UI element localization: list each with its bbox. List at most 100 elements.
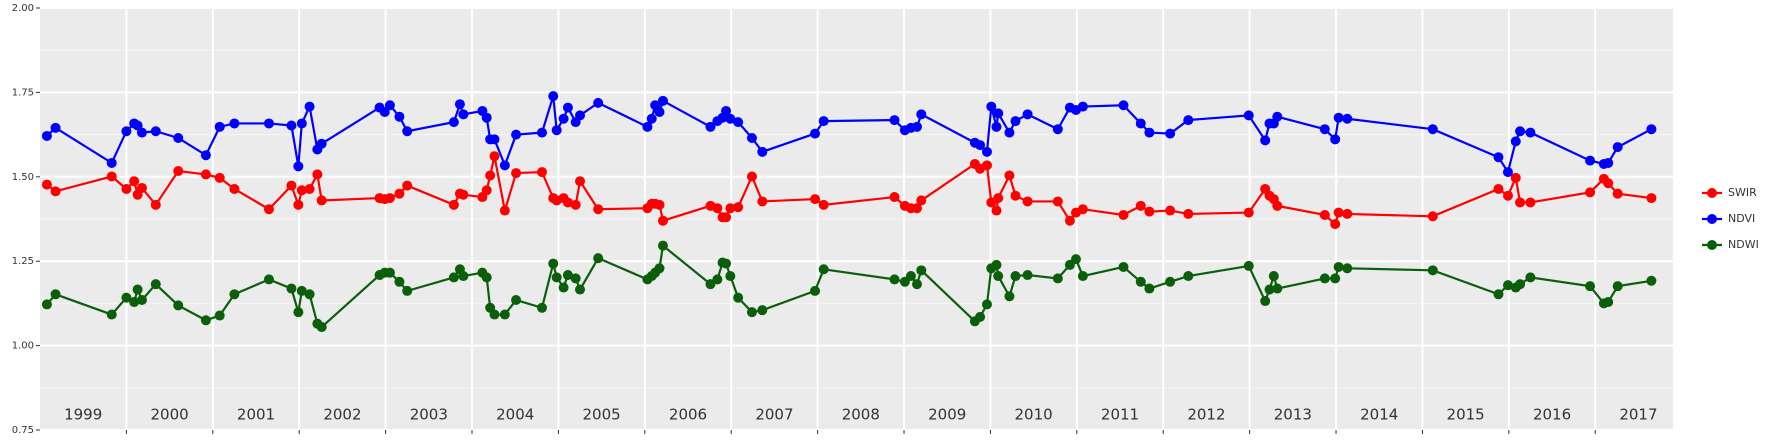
data-point — [448, 272, 459, 283]
data-point — [316, 195, 327, 206]
data-point — [1268, 271, 1279, 282]
data-point — [1070, 254, 1081, 265]
data-point — [293, 307, 304, 318]
data-point — [1144, 206, 1155, 217]
data-point — [499, 309, 510, 320]
data-point — [1502, 280, 1513, 291]
data-point — [132, 284, 143, 295]
data-point — [733, 292, 744, 303]
data-point — [1118, 261, 1129, 272]
data-point — [499, 160, 510, 171]
data-point — [721, 105, 732, 116]
data-point — [1319, 273, 1330, 284]
data-point — [975, 311, 986, 322]
data-point — [810, 194, 821, 205]
x-tick-label: 2009 — [928, 406, 966, 424]
data-point — [810, 285, 821, 296]
data-point — [296, 118, 307, 129]
data-point — [229, 183, 240, 194]
data-point — [293, 199, 304, 210]
data-point — [448, 117, 459, 128]
data-point — [757, 196, 768, 207]
data-point — [548, 258, 559, 269]
data-point — [394, 276, 405, 287]
data-point — [1052, 196, 1063, 207]
data-point — [1243, 207, 1254, 218]
data-point — [1183, 208, 1194, 219]
y-tick-label: 1.75 — [12, 87, 34, 98]
data-point — [263, 118, 274, 129]
y-tick-label: 1.50 — [12, 172, 34, 183]
data-point — [1585, 155, 1596, 166]
data-point — [293, 161, 304, 172]
data-point — [394, 111, 405, 122]
x-tick-label: 2012 — [1187, 406, 1225, 424]
data-point — [1603, 157, 1614, 168]
data-point — [1077, 204, 1088, 215]
data-point — [575, 176, 586, 187]
data-point — [1333, 207, 1344, 218]
data-point — [1165, 276, 1176, 287]
data-point — [1272, 200, 1283, 211]
data-point — [402, 285, 413, 296]
data-point — [296, 185, 307, 196]
x-tick-label: 2010 — [1015, 406, 1053, 424]
legend-label: SWIR — [1728, 186, 1757, 199]
data-point — [657, 95, 668, 106]
x-tick-label: 2002 — [323, 406, 361, 424]
data-point — [312, 169, 323, 180]
data-point — [536, 167, 547, 178]
data-point — [121, 126, 132, 137]
data-point — [1510, 136, 1521, 147]
data-point — [1118, 209, 1129, 220]
x-tick-label: 2001 — [237, 406, 275, 424]
data-point — [1052, 273, 1063, 284]
data-point — [646, 113, 657, 124]
data-point — [810, 128, 821, 139]
x-tick-label: 2016 — [1533, 406, 1571, 424]
data-point — [1646, 124, 1657, 135]
data-point — [129, 297, 140, 308]
data-point — [705, 121, 716, 132]
data-point — [511, 295, 522, 306]
data-point — [1022, 196, 1033, 207]
data-point — [757, 146, 768, 157]
data-point — [1612, 188, 1623, 199]
data-point — [642, 121, 653, 132]
data-point — [575, 284, 586, 295]
data-point — [1135, 200, 1146, 211]
data-point — [1052, 124, 1063, 135]
data-point — [1427, 211, 1438, 222]
data-point — [1515, 126, 1526, 137]
data-point — [1515, 197, 1526, 208]
data-point — [1004, 170, 1015, 181]
data-point — [746, 171, 757, 182]
data-point — [511, 168, 522, 179]
data-point — [562, 102, 573, 113]
x-tick-label: 2008 — [842, 406, 880, 424]
data-point — [50, 122, 61, 133]
x-tick-label: 2004 — [496, 406, 534, 424]
data-point — [536, 127, 547, 138]
data-point — [905, 271, 916, 282]
data-point — [136, 127, 147, 138]
data-point — [818, 199, 829, 210]
legend-key — [1707, 240, 1717, 250]
data-point — [458, 109, 469, 120]
data-point — [889, 274, 900, 285]
data-point — [129, 176, 140, 187]
data-point — [106, 157, 117, 168]
data-point — [1342, 113, 1353, 124]
data-point — [981, 299, 992, 310]
y-tick-label: 0.75 — [12, 425, 34, 436]
data-point — [1144, 283, 1155, 294]
data-point — [1183, 115, 1194, 126]
x-tick-label: 2006 — [669, 406, 707, 424]
data-point — [121, 292, 132, 303]
data-point — [1243, 110, 1254, 121]
data-point — [402, 126, 413, 137]
data-point — [304, 289, 315, 300]
data-point — [394, 188, 405, 199]
data-point — [981, 160, 992, 171]
